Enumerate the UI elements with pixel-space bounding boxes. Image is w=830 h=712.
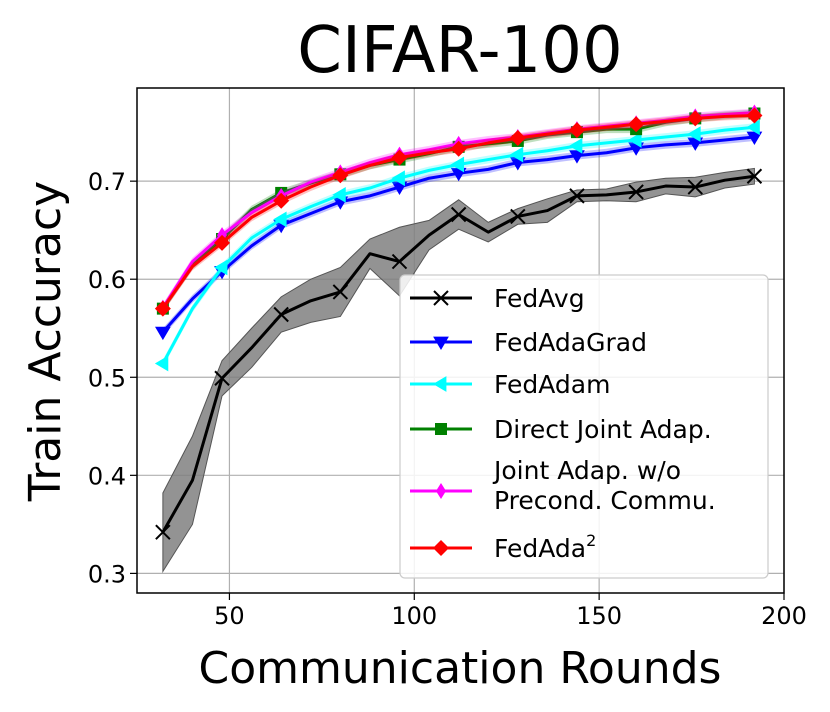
x-axis-label: Communication Rounds bbox=[199, 643, 722, 694]
diamond-marker bbox=[568, 122, 585, 139]
x-tick-label: 100 bbox=[391, 602, 437, 630]
confidence-band bbox=[162, 167, 755, 574]
legend-label: FedAdam bbox=[494, 370, 610, 399]
triangle-left-marker bbox=[154, 355, 169, 372]
x-tick-label: 50 bbox=[214, 602, 245, 630]
x-marker bbox=[214, 370, 230, 386]
x-tick-label: 150 bbox=[576, 602, 622, 630]
triangle-left-marker bbox=[450, 156, 465, 173]
legend-item: FedAdam bbox=[410, 370, 610, 399]
triangle-down-marker bbox=[433, 336, 449, 350]
diamond-marker bbox=[154, 300, 171, 317]
triangle-down-marker bbox=[155, 326, 171, 341]
legend-superscript: 2 bbox=[586, 531, 596, 550]
diamond-marker bbox=[687, 110, 704, 127]
diamond-marker bbox=[628, 116, 645, 133]
y-tick-label: 0.4 bbox=[88, 462, 126, 490]
x-marker bbox=[332, 284, 349, 300]
chart-title: CIFAR-100 bbox=[297, 14, 622, 88]
legend: FedAvg FedAdaGrad FedAdam Direct Joint Adap… bbox=[399, 274, 769, 579]
x-tick-label: 200 bbox=[761, 602, 807, 630]
x-marker bbox=[569, 188, 585, 204]
legend-label: FedAda2 bbox=[494, 531, 596, 563]
series-fedavg bbox=[155, 167, 763, 574]
thin-diamond-marker bbox=[436, 483, 446, 499]
square-marker bbox=[435, 423, 447, 435]
diamond-marker bbox=[746, 107, 763, 124]
x-marker bbox=[391, 253, 408, 270]
series-fedada- bbox=[154, 107, 763, 317]
diamond-marker bbox=[433, 540, 449, 556]
x-marker bbox=[450, 206, 467, 223]
diamond-marker bbox=[509, 130, 526, 147]
legend-label: Precond. Commu. bbox=[494, 486, 716, 515]
x-marker bbox=[628, 184, 644, 200]
diamond-marker bbox=[391, 149, 408, 166]
diamond-marker bbox=[214, 234, 231, 251]
triangle-left-marker bbox=[628, 132, 642, 148]
legend-item: FedAda2 bbox=[410, 531, 596, 563]
triangle-down-marker bbox=[746, 131, 763, 146]
plot-area bbox=[154, 104, 763, 574]
diamond-marker bbox=[332, 167, 349, 184]
x-marker bbox=[155, 524, 171, 540]
legend-label: Direct Joint Adap. bbox=[494, 415, 712, 444]
triangle-left-marker bbox=[273, 211, 287, 228]
y-axis-label: Train Accuracy bbox=[20, 181, 71, 502]
series-fedadam bbox=[154, 119, 760, 372]
x-marker bbox=[433, 290, 449, 306]
x-marker bbox=[687, 179, 703, 195]
legend-label: FedAvg bbox=[494, 284, 585, 313]
legend-box bbox=[399, 274, 769, 579]
triangle-left-marker bbox=[433, 376, 447, 392]
triangle-left-marker bbox=[391, 170, 405, 187]
axis-ticks: 50 100 150 200 0.3 0.4 0.5 0.6 0.7 bbox=[88, 168, 807, 630]
triangle-left-marker bbox=[687, 126, 701, 142]
y-tick-label: 0.3 bbox=[88, 560, 126, 588]
legend-item: FedAvg bbox=[410, 284, 585, 313]
axes-frame bbox=[136, 87, 785, 594]
diamond-marker bbox=[450, 140, 467, 157]
triangle-left-marker bbox=[214, 259, 228, 276]
y-tick-label: 0.5 bbox=[88, 364, 126, 392]
triangle-left-marker bbox=[509, 146, 524, 163]
y-tick-label: 0.6 bbox=[88, 266, 126, 294]
legend-label: Joint Adap. w/o bbox=[492, 456, 681, 485]
triangle-left-marker bbox=[568, 137, 583, 154]
legend-item: FedAdaGrad bbox=[410, 328, 647, 357]
triangle-down-marker bbox=[569, 150, 585, 164]
x-marker bbox=[746, 168, 763, 184]
triangle-left-marker bbox=[746, 119, 760, 136]
legend-item: Direct Joint Adap. bbox=[410, 415, 712, 444]
y-tick-label: 0.7 bbox=[88, 168, 126, 196]
x-marker bbox=[510, 208, 526, 225]
legend-label: FedAdaGrad bbox=[494, 328, 647, 357]
diamond-marker bbox=[273, 192, 290, 209]
triangle-left-marker bbox=[332, 187, 346, 203]
x-marker bbox=[273, 306, 289, 323]
